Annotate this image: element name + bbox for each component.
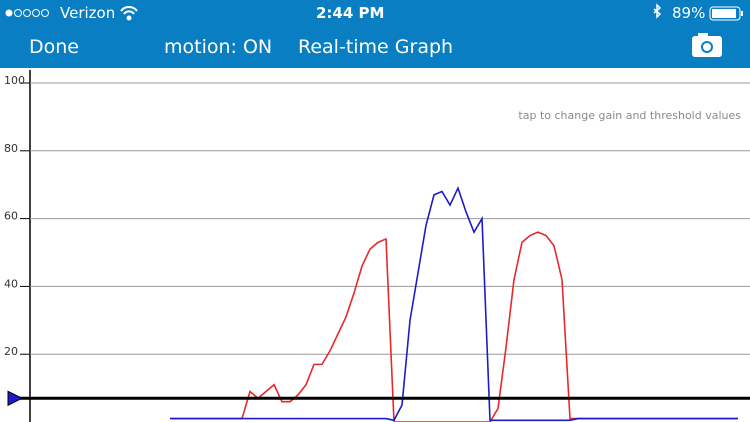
wifi [120, 6, 138, 21]
y-tick-label: 60 [4, 210, 18, 223]
y-tick-label: 100 [4, 74, 25, 87]
y-tick-label: 20 [4, 345, 18, 358]
bluetooth-icon [653, 3, 662, 19]
y-tick-label: 40 [4, 277, 18, 290]
motion-toggle[interactable]: motion: ON [164, 36, 273, 58]
threshold-handle[interactable] [7, 390, 24, 407]
battery-text: 89% [672, 4, 706, 22]
battery-icon [709, 6, 741, 21]
y-tick-label: 80 [4, 142, 18, 155]
carrier: Verizon [60, 4, 116, 22]
battery-level [712, 9, 736, 18]
nav-title: Real-time Graph [298, 36, 454, 58]
clock: 2:44 PM [316, 4, 385, 22]
battery-tip [741, 11, 743, 16]
camera-button[interactable] [692, 33, 722, 57]
data-line [170, 185, 738, 422]
data-line [170, 231, 738, 422]
hint: tap to change gain and threshold values [518, 109, 741, 122]
header: Verizon 2:44 PM 89% Done motion: ON Real… [0, 0, 750, 68]
done-button[interactable]: Done [29, 36, 79, 58]
header-icons [5, 3, 743, 57]
signal [5, 9, 49, 17]
